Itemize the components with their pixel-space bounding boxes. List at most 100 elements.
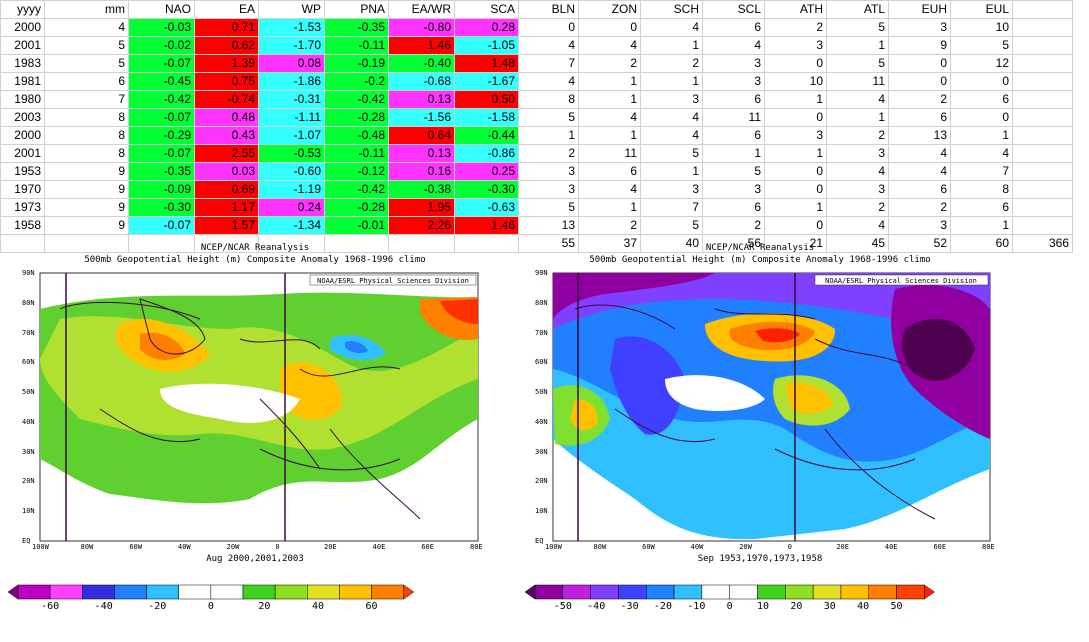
table-cell[interactable]: -0.45 <box>128 72 195 91</box>
table-cell[interactable]: 0.03 <box>194 162 259 181</box>
table-cell[interactable]: -0.60 <box>258 162 325 181</box>
table-cell[interactable]: 1980 <box>0 90 45 109</box>
table-cell[interactable]: 11 <box>826 72 889 91</box>
column-header[interactable]: WP <box>258 0 325 19</box>
table-cell[interactable]: 5 <box>518 108 579 127</box>
table-cell[interactable]: 4 <box>888 162 951 181</box>
table-cell[interactable]: 5 <box>826 54 889 73</box>
table-cell[interactable] <box>1012 90 1073 109</box>
table-cell[interactable]: 2 <box>764 18 827 37</box>
table-cell[interactable]: -1.11 <box>258 108 325 127</box>
table-cell[interactable]: 2 <box>578 54 641 73</box>
table-cell[interactable]: 0 <box>950 72 1013 91</box>
table-cell[interactable]: 0.25 <box>454 162 519 181</box>
table-cell[interactable]: 3 <box>826 180 889 199</box>
table-cell[interactable]: 6 <box>702 18 765 37</box>
column-header[interactable] <box>1012 0 1073 19</box>
table-cell[interactable]: 1981 <box>0 72 45 91</box>
table-cell[interactable]: 52 <box>888 234 951 253</box>
table-cell[interactable]: 3 <box>640 90 703 109</box>
table-cell[interactable]: -0.42 <box>324 180 389 199</box>
table-cell[interactable]: 3 <box>702 72 765 91</box>
table-cell[interactable]: 2 <box>888 198 951 217</box>
table-cell[interactable]: -0.28 <box>324 108 389 127</box>
table-cell[interactable]: 60 <box>950 234 1013 253</box>
table-cell[interactable]: 5 <box>640 216 703 235</box>
table-cell[interactable]: 8 <box>518 90 579 109</box>
table-cell[interactable]: -0.30 <box>454 180 519 199</box>
column-header[interactable]: SCH <box>640 0 703 19</box>
table-cell[interactable]: 1.17 <box>194 198 259 217</box>
table-cell[interactable]: 0.48 <box>194 108 259 127</box>
table-cell[interactable]: 0 <box>764 216 827 235</box>
column-header[interactable]: EUH <box>888 0 951 19</box>
table-cell[interactable] <box>1012 18 1073 37</box>
table-cell[interactable]: 0.13 <box>388 144 455 163</box>
table-cell[interactable]: -0.07 <box>128 108 195 127</box>
table-cell[interactable]: 0 <box>518 18 579 37</box>
table-cell[interactable] <box>1012 144 1073 163</box>
table-cell[interactable]: -1.19 <box>258 180 325 199</box>
table-cell[interactable]: 7 <box>640 198 703 217</box>
table-cell[interactable]: 2 <box>826 198 889 217</box>
table-cell[interactable]: 11 <box>578 144 641 163</box>
table-cell[interactable]: 3 <box>702 180 765 199</box>
table-cell[interactable]: 9 <box>44 198 129 217</box>
table-cell[interactable]: 1 <box>578 90 641 109</box>
table-cell[interactable] <box>1012 162 1073 181</box>
table-cell[interactable]: -0.03 <box>128 18 195 37</box>
table-cell[interactable]: 1 <box>578 198 641 217</box>
column-header[interactable]: EA/WR <box>388 0 455 19</box>
table-cell[interactable]: 7 <box>44 90 129 109</box>
table-cell[interactable]: -0.09 <box>128 180 195 199</box>
table-cell[interactable]: -1.07 <box>258 126 325 145</box>
table-cell[interactable]: 1 <box>764 90 827 109</box>
table-cell[interactable]: 6 <box>578 162 641 181</box>
table-cell[interactable]: 1 <box>950 216 1013 235</box>
table-cell[interactable]: -0.07 <box>128 216 195 235</box>
table-cell[interactable]: 1 <box>518 126 579 145</box>
table-cell[interactable]: 2.55 <box>194 144 259 163</box>
table-cell[interactable] <box>1012 54 1073 73</box>
table-cell[interactable]: 1 <box>702 144 765 163</box>
table-cell[interactable]: 0.69 <box>194 180 259 199</box>
table-cell[interactable]: 3 <box>640 180 703 199</box>
table-cell[interactable]: 40 <box>640 234 703 253</box>
table-cell[interactable] <box>1012 126 1073 145</box>
table-cell[interactable]: 1 <box>826 36 889 55</box>
table-cell[interactable]: 2003 <box>0 108 45 127</box>
table-cell[interactable]: 45 <box>826 234 889 253</box>
table-cell[interactable]: -0.35 <box>128 162 195 181</box>
table-cell[interactable]: 6 <box>44 72 129 91</box>
table-cell[interactable]: 9 <box>44 162 129 181</box>
table-cell[interactable]: 5 <box>518 198 579 217</box>
table-cell[interactable]: 0.71 <box>194 18 259 37</box>
table-cell[interactable]: 1.48 <box>454 54 519 73</box>
table-cell[interactable]: 21 <box>764 234 827 253</box>
column-header[interactable]: SCA <box>454 0 519 19</box>
table-cell[interactable]: 6 <box>888 180 951 199</box>
table-cell[interactable]: 1.46 <box>454 216 519 235</box>
table-cell[interactable]: 0.28 <box>454 18 519 37</box>
column-header[interactable]: EUL <box>950 0 1013 19</box>
table-cell[interactable]: 6 <box>702 126 765 145</box>
table-cell[interactable]: 5 <box>44 54 129 73</box>
table-cell[interactable]: 0.50 <box>454 90 519 109</box>
table-cell[interactable]: 0.62 <box>194 36 259 55</box>
table-cell[interactable]: 4 <box>888 144 951 163</box>
table-cell[interactable]: 2001 <box>0 36 45 55</box>
table-cell[interactable]: 6 <box>888 108 951 127</box>
table-cell[interactable]: 6 <box>702 90 765 109</box>
table-cell[interactable]: 3 <box>518 180 579 199</box>
table-cell[interactable]: -0.2 <box>324 72 389 91</box>
table-cell[interactable]: 1 <box>764 198 827 217</box>
table-cell[interactable]: 1 <box>640 72 703 91</box>
table-cell[interactable]: 5 <box>702 162 765 181</box>
table-cell[interactable]: -0.44 <box>454 126 519 145</box>
table-cell[interactable]: 0 <box>764 108 827 127</box>
table-cell[interactable]: 9 <box>44 216 129 235</box>
table-cell[interactable] <box>1012 108 1073 127</box>
table-cell[interactable]: 8 <box>44 126 129 145</box>
table-cell[interactable]: 4 <box>518 36 579 55</box>
column-header[interactable]: ZON <box>578 0 641 19</box>
